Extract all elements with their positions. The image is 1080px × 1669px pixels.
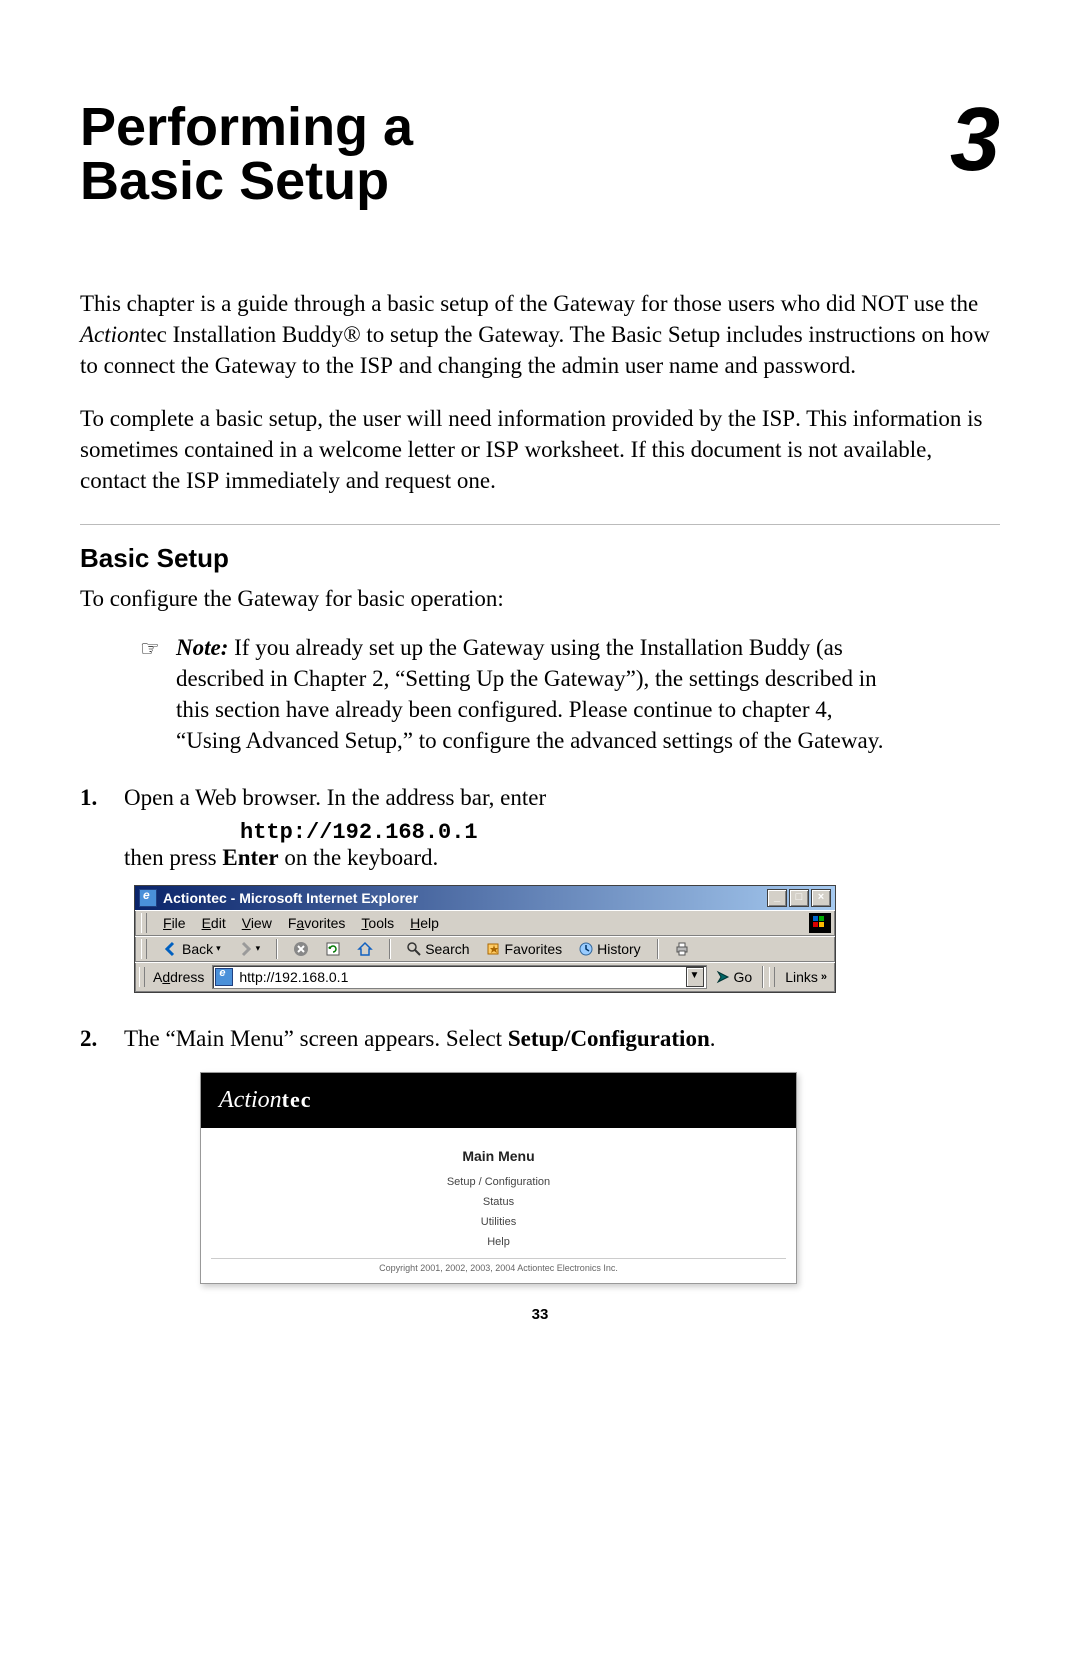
link-status[interactable]: Status: [211, 1196, 786, 1208]
chapter-title-line1: Performing a: [80, 97, 413, 157]
grip-icon: [141, 913, 147, 933]
throbber-icon: [809, 913, 831, 933]
web-header: Actiontec: [201, 1073, 796, 1128]
stop-button[interactable]: [291, 940, 311, 958]
links-button[interactable]: Links »: [781, 969, 831, 985]
step-tail: then press Enter on the keyboard.: [124, 845, 1000, 871]
refresh-button[interactable]: [323, 940, 343, 958]
link-setup-configuration[interactable]: Setup / Configuration: [211, 1176, 786, 1188]
menu-view[interactable]: View: [240, 914, 274, 932]
intro-paragraph-1: This chapter is a guide through a basic …: [80, 288, 1000, 381]
chapter-number: 3: [950, 100, 1000, 181]
web-main-title: Main Menu: [211, 1148, 786, 1164]
go-button[interactable]: Go: [711, 969, 757, 985]
dropdown-arrow-icon: ▾: [256, 943, 261, 954]
note-block: ☞ Note: If you already set up the Gatewa…: [140, 632, 900, 756]
grip-icon: [141, 939, 147, 959]
toolbar-separator: [389, 939, 390, 959]
dropdown-arrow-icon[interactable]: ▼: [686, 967, 704, 987]
chapter-title-line2: Basic Setup: [80, 151, 389, 211]
history-button[interactable]: History: [576, 940, 643, 958]
print-button[interactable]: [672, 940, 692, 958]
chapter-title: Performing a Basic Setup: [80, 100, 413, 208]
chevron-right-icon: »: [821, 971, 827, 983]
ie-app-icon: [139, 889, 157, 907]
menu-file[interactable]: File: [161, 914, 188, 932]
intro-block: This chapter is a guide through a basic …: [80, 288, 1000, 496]
address-label: Address: [151, 969, 208, 985]
step-number: 2.: [80, 1023, 124, 1054]
page-icon: [215, 968, 233, 986]
toolbar-separator: [762, 966, 763, 988]
intro-paragraph-2: To complete a basic setup, the user will…: [80, 403, 1000, 496]
web-body: Main Menu Setup / Configuration Status U…: [201, 1128, 796, 1283]
link-help[interactable]: Help: [211, 1236, 786, 1248]
ie-window: Actiontec - Microsoft Internet Explorer …: [134, 885, 836, 993]
step-2: 2. The “Main Menu” screen appears. Selec…: [80, 1023, 1000, 1054]
web-copyright: Copyright 2001, 2002, 2003, 2004 Actiont…: [211, 1258, 786, 1273]
address-combo[interactable]: ▼: [212, 965, 706, 989]
back-button[interactable]: Back ▾: [161, 940, 223, 958]
favorites-button[interactable]: Favorites: [484, 940, 565, 958]
ie-titlebar: Actiontec - Microsoft Internet Explorer …: [135, 886, 835, 910]
dropdown-arrow-icon: ▾: [216, 943, 221, 954]
toolbar-separator: [657, 939, 658, 959]
pointing-hand-icon: ☞: [140, 632, 176, 756]
section-divider: [80, 524, 1000, 525]
home-button[interactable]: [355, 940, 375, 958]
menu-edit[interactable]: Edit: [200, 914, 228, 932]
step-body: The “Main Menu” screen appears. Select S…: [124, 1023, 1000, 1054]
step-1: 1. Open a Web browser. In the address ba…: [80, 782, 1000, 813]
ie-title-text: Actiontec - Microsoft Internet Explorer: [163, 890, 767, 906]
ie-toolbar: Back ▾ ▾ Search: [135, 936, 835, 962]
page-number: 33: [80, 1306, 1000, 1323]
step-body: Open a Web browser. In the address bar, …: [124, 782, 1000, 813]
forward-button[interactable]: ▾: [235, 940, 263, 958]
search-button[interactable]: Search: [404, 940, 471, 958]
link-utilities[interactable]: Utilities: [211, 1216, 786, 1228]
step-number: 1.: [80, 782, 124, 813]
address-input[interactable]: [237, 968, 685, 986]
web-screenshot: Actiontec Main Menu Setup / Configuratio…: [200, 1072, 797, 1284]
section-lead: To configure the Gateway for basic opera…: [80, 586, 1000, 612]
menu-help[interactable]: Help: [408, 914, 441, 932]
brand-logo: Actiontec: [219, 1094, 312, 1111]
toolbar-separator: [276, 939, 277, 959]
grip-icon: [769, 967, 775, 987]
section-heading: Basic Setup: [80, 543, 1000, 574]
ie-menubar: File Edit View Favorites Tools Help: [135, 910, 835, 936]
maximize-button[interactable]: □: [789, 889, 809, 907]
step-url: http://192.168.0.1: [240, 820, 1000, 845]
note-text: Note: If you already set up the Gateway …: [176, 632, 900, 756]
ie-addressbar: Address ▼ Go Links »: [135, 962, 835, 992]
menu-tools[interactable]: Tools: [359, 914, 396, 932]
minimize-button[interactable]: _: [767, 889, 787, 907]
menu-favorites[interactable]: Favorites: [286, 914, 348, 932]
close-button[interactable]: ×: [811, 889, 831, 907]
grip-icon: [139, 967, 145, 987]
